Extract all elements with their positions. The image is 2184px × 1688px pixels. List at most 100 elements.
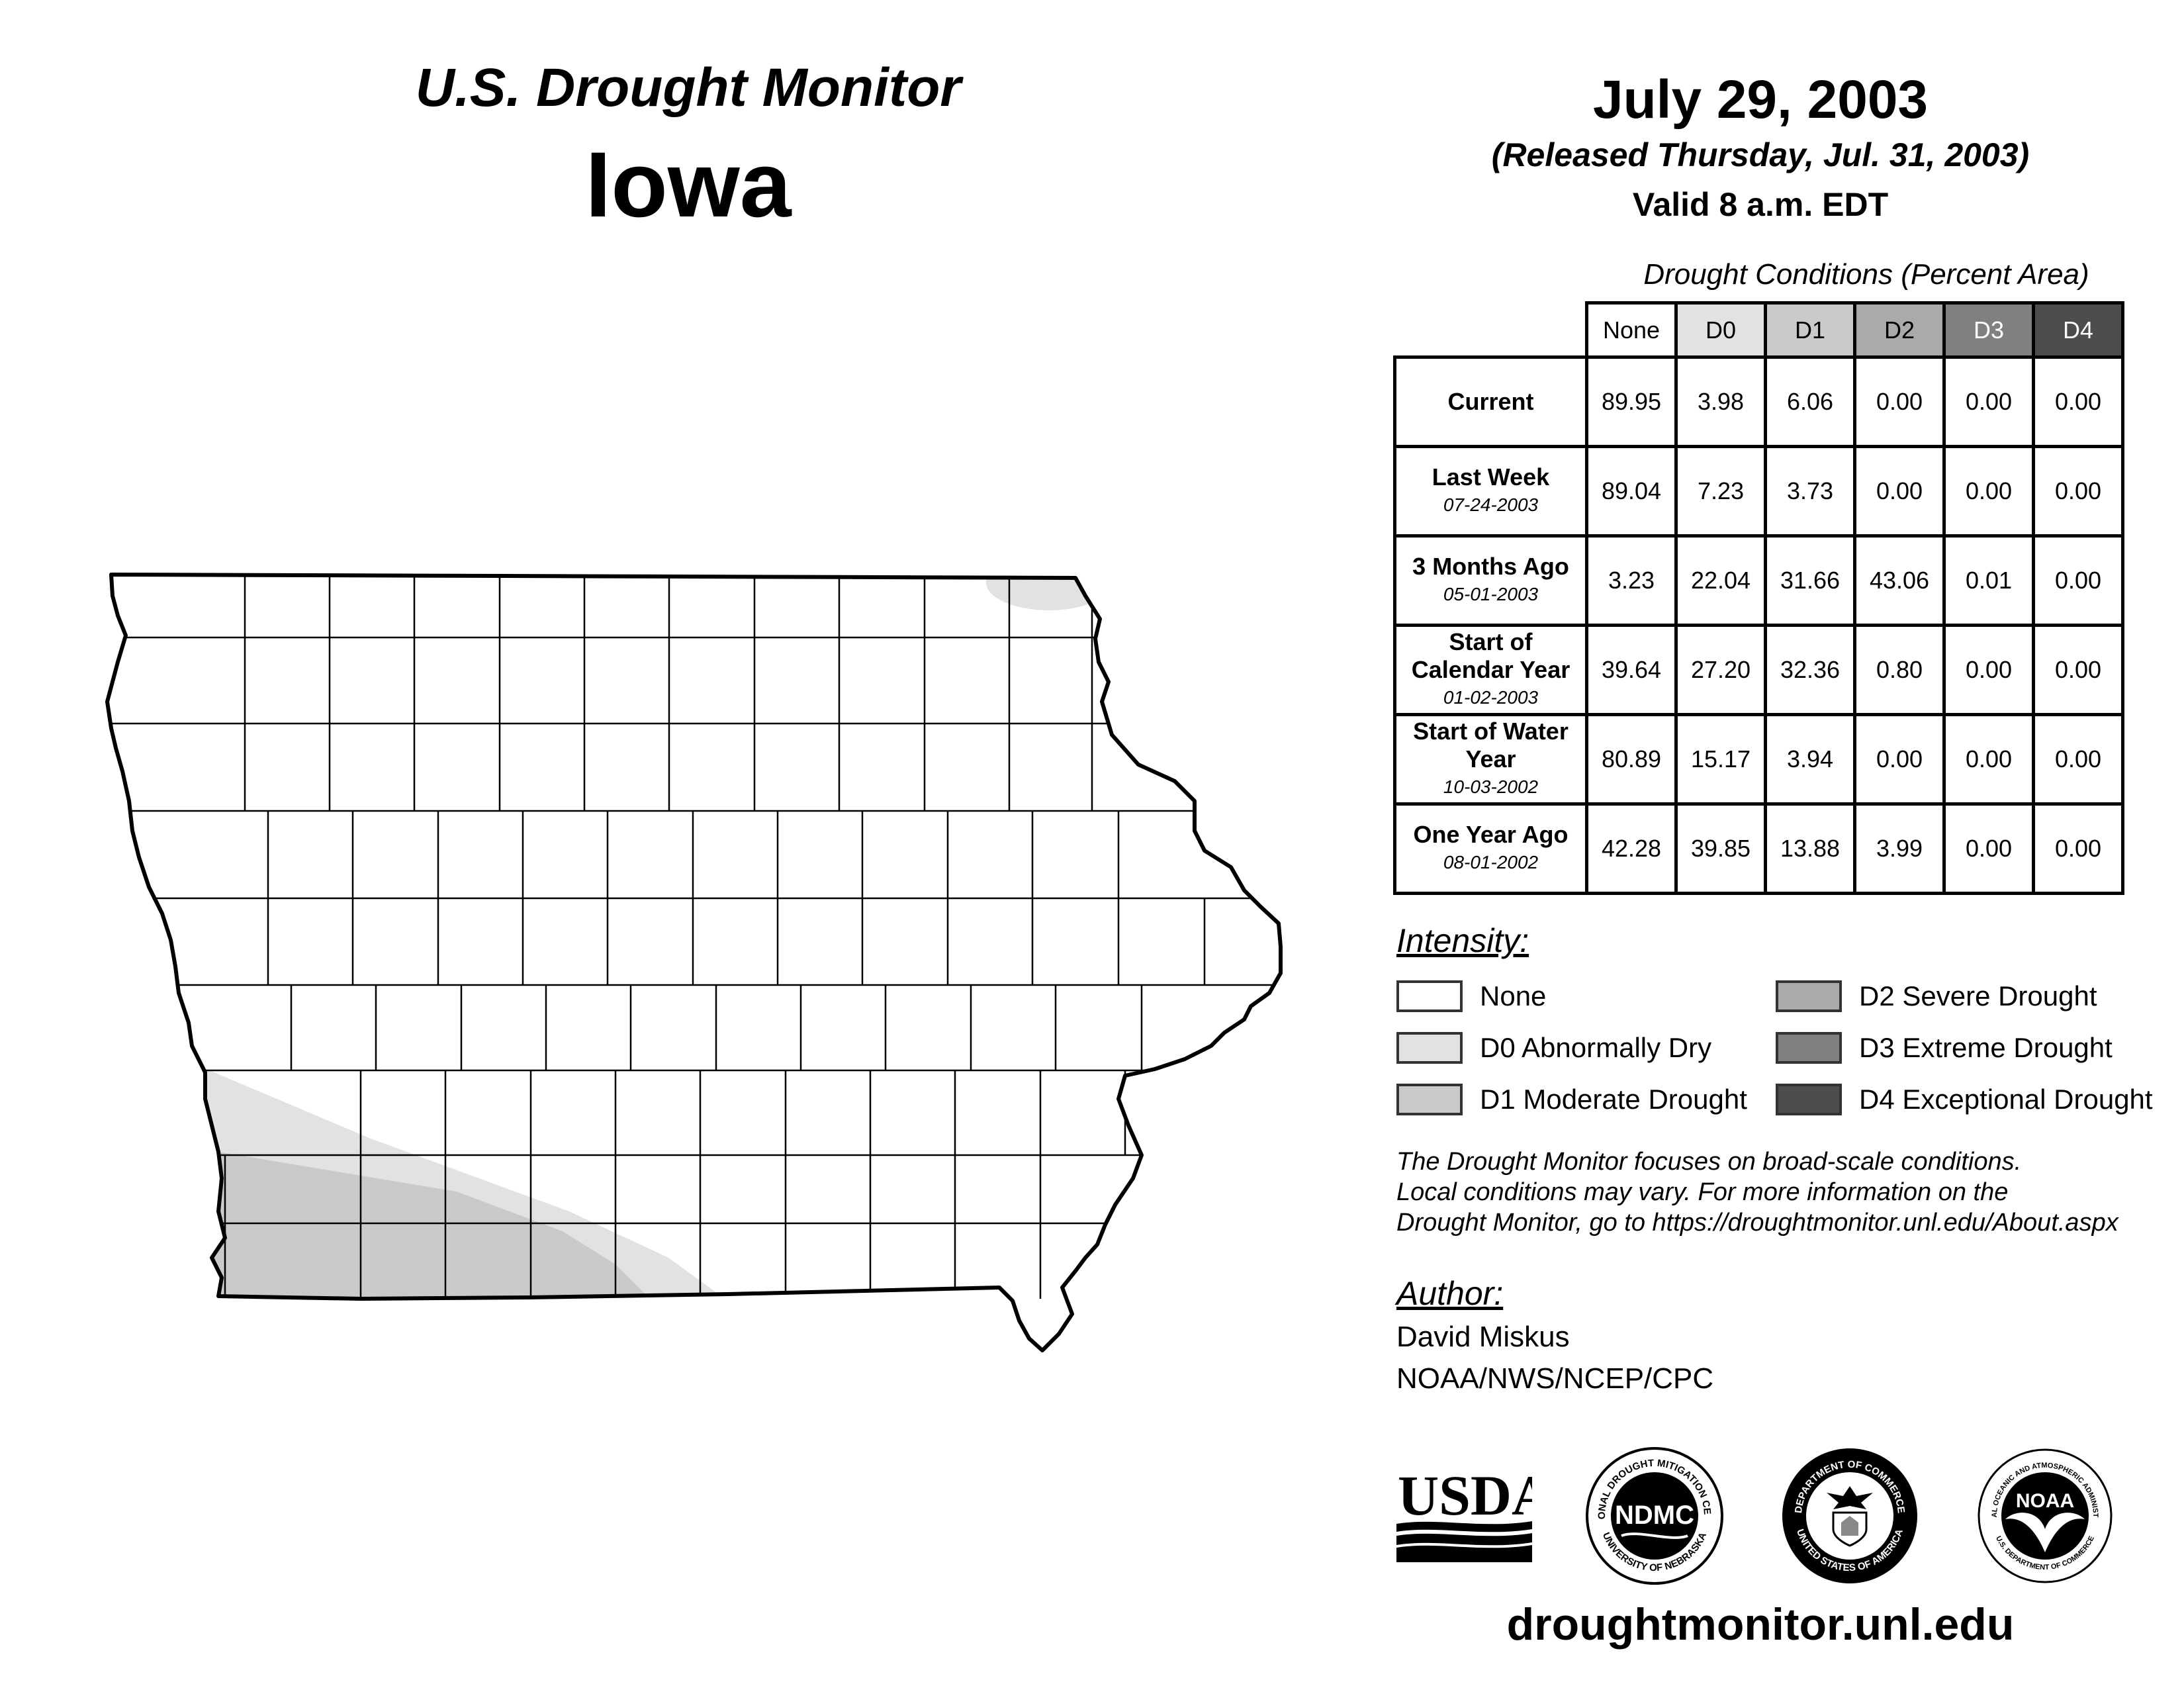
map-title: U.S. Drought Monitor <box>415 58 962 118</box>
d0-area-northeast <box>986 575 1112 610</box>
cell-value: 3.73 <box>1764 445 1856 538</box>
cell-value: 0.00 <box>2032 355 2124 448</box>
legend-item-d0: D0 Abnormally Dry <box>1396 1029 1711 1066</box>
cell-value: 0.00 <box>1942 802 2035 895</box>
legend-swatch <box>1396 1084 1463 1115</box>
cell-value: 3.98 <box>1674 355 1767 448</box>
cell-value: 3.94 <box>1764 713 1856 806</box>
legend-item-d4: D4 Exceptional Drought <box>1776 1081 2153 1118</box>
row-title: Start of Water Year <box>1413 718 1569 773</box>
d1-area <box>107 1125 662 1317</box>
table-row: Start of Water Year 10-03-2002 80.89 15.1… <box>1393 713 2124 806</box>
col-none: None <box>1585 301 1678 359</box>
cell-value: 0.80 <box>1853 624 1946 716</box>
col-d0: D0 <box>1674 301 1767 359</box>
row-date: 08-01-2002 <box>1443 852 1539 872</box>
cell-value: 0.00 <box>2032 624 2124 716</box>
eagle-icon <box>1827 1486 1873 1509</box>
legend-label: D2 Severe Drought <box>1859 980 2097 1011</box>
legend-item-d3: D3 Extreme Drought <box>1776 1029 2113 1066</box>
cell-value: 0.00 <box>1853 445 1946 538</box>
noaa-logo-text: NOAA <box>2016 1490 2074 1512</box>
cell-value: 0.00 <box>2032 802 2124 895</box>
iowa-outline <box>105 573 1283 1352</box>
row-date: 10-03-2002 <box>1443 776 1539 797</box>
state-name: Iowa <box>585 132 792 236</box>
cell-value: 27.20 <box>1674 624 1767 716</box>
cell-value: 39.64 <box>1585 624 1678 716</box>
ndmc-logo: NATIONAL DROUGHT MITIGATION CENTER UNIVE… <box>1585 1446 1723 1585</box>
author-org: NOAA/NWS/NCEP/CPC <box>1396 1362 1714 1395</box>
row-title: 3 Months Ago <box>1412 553 1569 580</box>
cell-value: 13.88 <box>1764 802 1856 895</box>
cell-value: 0.00 <box>2032 445 2124 538</box>
cell-value: 0.00 <box>1942 355 2035 448</box>
legend-item-d2: D2 Severe Drought <box>1776 978 2097 1015</box>
info-note: The Drought Monitor focuses on broad-sca… <box>1396 1147 2158 1238</box>
cell-value: 80.89 <box>1585 713 1678 806</box>
table-caption: Drought Conditions (Percent Area) <box>1643 258 2089 291</box>
cell-value: 89.95 <box>1585 355 1678 448</box>
cell-value: 6.06 <box>1764 355 1856 448</box>
table-row: Last Week 07-24-2003 89.04 7.23 3.73 0.00… <box>1393 445 2124 538</box>
cell-value: 0.00 <box>1942 624 2035 716</box>
row-label: Last Week 07-24-2003 <box>1393 445 1588 538</box>
table-row: Current 89.95 3.98 6.06 0.00 0.00 0.00 <box>1393 355 2124 448</box>
ndmc-logo-text: NDMC <box>1615 1501 1694 1530</box>
legend-label: D1 Moderate Drought <box>1480 1084 1747 1115</box>
legend-swatch <box>1776 980 1842 1012</box>
note-line: Local conditions may vary. For more info… <box>1396 1178 2009 1206</box>
legend-swatch <box>1396 980 1463 1012</box>
cell-value: 7.23 <box>1674 445 1767 538</box>
cell-value: 0.00 <box>1942 713 2035 806</box>
legend-swatch <box>1396 1032 1463 1064</box>
row-title: One Year Ago <box>1413 821 1569 848</box>
cell-value: 42.28 <box>1585 802 1678 895</box>
row-title: Last Week <box>1432 463 1550 491</box>
cell-value: 89.04 <box>1585 445 1678 538</box>
row-title: Current <box>1447 388 1534 415</box>
drought-stats-table: None D0 D1 D2 D3 D4 Current 89.95 3.98 6… <box>1393 301 2124 895</box>
author-name: David Miskus <box>1396 1321 1570 1353</box>
cell-value: 3.23 <box>1585 534 1678 627</box>
table-row: Start of Calendar Year 01-02-2003 39.64 2… <box>1393 624 2124 716</box>
legend-label: D0 Abnormally Dry <box>1480 1032 1712 1063</box>
bird-icon <box>2005 1513 2085 1552</box>
row-label: 3 Months Ago 05-01-2003 <box>1393 534 1588 627</box>
cell-value: 43.06 <box>1853 534 1946 627</box>
cell-value: 0.00 <box>1853 355 1946 448</box>
cell-value: 0.00 <box>2032 534 2124 627</box>
author-heading: Author: <box>1396 1275 1504 1312</box>
row-date: 07-24-2003 <box>1443 494 1539 515</box>
row-title: Start of Calendar Year <box>1411 628 1570 683</box>
row-label: One Year Ago 08-01-2002 <box>1393 802 1588 895</box>
legend-title: Intensity: <box>1396 922 1529 959</box>
table-header-row: None D0 D1 D2 D3 D4 <box>1394 301 2124 359</box>
col-d3: D3 <box>1942 301 2035 359</box>
cell-value: 31.66 <box>1764 534 1856 627</box>
cell-value: 3.99 <box>1853 802 1946 895</box>
col-d4: D4 <box>2032 301 2124 359</box>
legend-swatch <box>1776 1084 1842 1115</box>
iowa-map <box>105 573 1283 1352</box>
legend-label: D3 Extreme Drought <box>1859 1032 2113 1063</box>
noaa-logo: NATIONAL OCEANIC AND ATMOSPHERIC ADMINIS… <box>1976 1446 2113 1583</box>
cell-value: 32.36 <box>1764 624 1856 716</box>
release-date: (Released Thursday, Jul. 31, 2003) <box>1491 136 2030 173</box>
map-date: July 29, 2003 <box>1592 70 1929 130</box>
note-line: Drought Monitor, go to https://droughtmo… <box>1396 1209 2118 1237</box>
row-date: 01-02-2003 <box>1443 687 1539 708</box>
col-d2: D2 <box>1853 301 1946 359</box>
cell-value: 39.85 <box>1674 802 1767 895</box>
cell-value: 0.00 <box>1853 713 1946 806</box>
row-label: Start of Calendar Year 01-02-2003 <box>1393 624 1588 716</box>
table-corner <box>1394 303 1587 359</box>
row-label: Start of Water Year 10-03-2002 <box>1393 713 1588 806</box>
cell-value: 0.01 <box>1942 534 2035 627</box>
note-line: The Drought Monitor focuses on broad-sca… <box>1396 1148 2022 1176</box>
row-date: 05-01-2003 <box>1443 584 1539 604</box>
legend-swatch <box>1776 1032 1842 1064</box>
cell-value: 0.00 <box>1942 445 2035 538</box>
valid-time: Valid 8 a.m. EDT <box>1632 186 1889 223</box>
usda-logo: USDA <box>1396 1464 1532 1562</box>
